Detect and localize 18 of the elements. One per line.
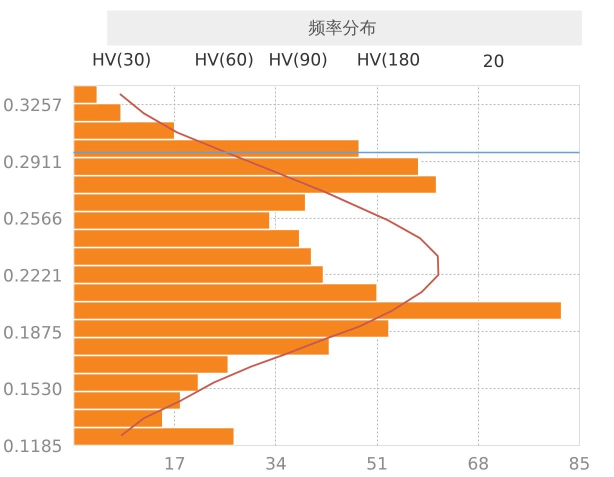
y-tick-label: 0.2911: [3, 152, 62, 173]
y-tick-label: 0.2221: [3, 266, 62, 286]
y-tick-label: 0.1530: [3, 380, 62, 400]
text: HV(60): [194, 50, 254, 70]
text: HV(30): [92, 50, 152, 70]
x-tick-label: 17: [164, 454, 186, 474]
chart-title: 频率分布: [308, 18, 376, 38]
text: 20: [482, 52, 504, 72]
x-tick-label: 51: [366, 454, 388, 474]
y-tick-label: 0.2566: [3, 210, 62, 230]
y-tick-label: 0.1875: [3, 323, 62, 344]
x-tick-label: 85: [568, 454, 590, 474]
y-tick-label: 0.3257: [3, 96, 62, 116]
x-tick-label: 34: [265, 454, 287, 474]
text: HV(180: [356, 50, 420, 70]
text: HV(90): [268, 50, 328, 70]
x-tick-label: 68: [467, 454, 490, 474]
y-tick-label: 0.1185: [3, 437, 62, 457]
